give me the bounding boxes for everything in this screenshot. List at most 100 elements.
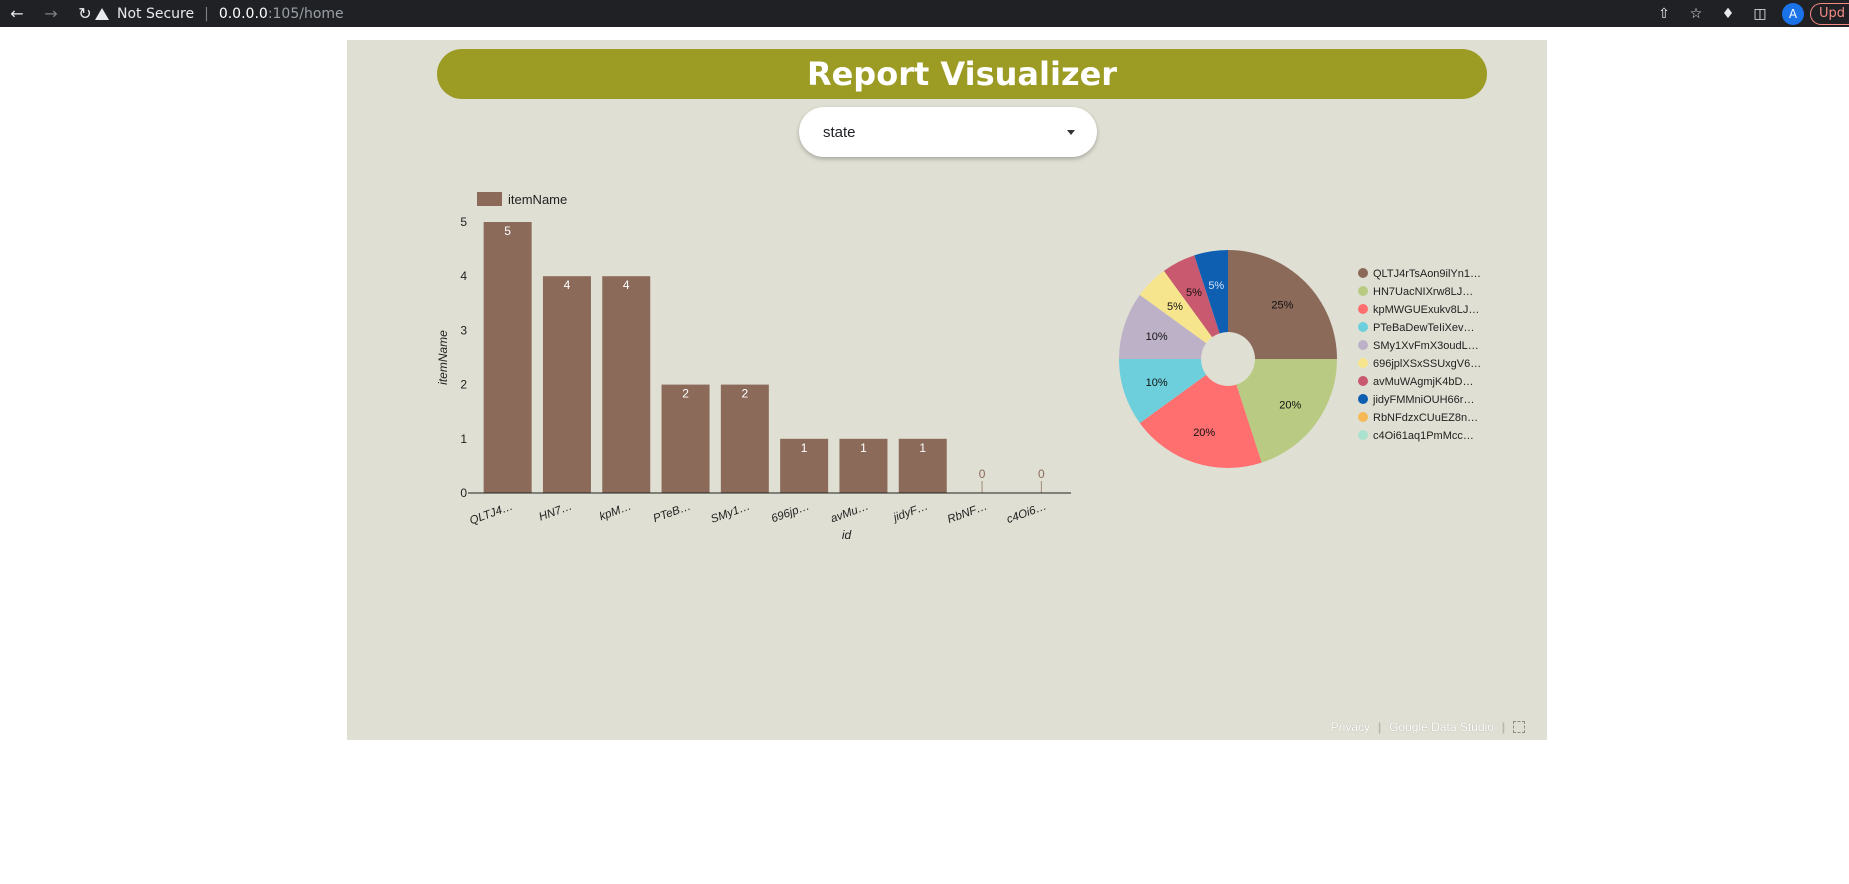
pie-legend-swatch [1358, 358, 1368, 368]
bar [602, 276, 651, 493]
pie-pct-label: 20% [1193, 427, 1215, 439]
pie-legend-swatch [1358, 322, 1368, 332]
bar [483, 222, 532, 493]
y-axis-label: itemName [436, 330, 450, 385]
pie-legend-label: avMuWAgmjK4bD… [1373, 376, 1473, 388]
x-tick-label: SMy1… [709, 501, 752, 526]
address-bar[interactable]: Not Secure | 0.0.0.0:105/home [95, 2, 1705, 25]
update-button[interactable]: Upd [1810, 2, 1849, 25]
footer-divider: | [1378, 720, 1382, 734]
pie-legend-label: c4Oi61aq1PmMcc… [1373, 430, 1474, 442]
pie-slice [1228, 250, 1337, 359]
pie-legend-label: HN7UacNIXrw8LJ… [1373, 286, 1473, 298]
pie-legend-swatch [1358, 340, 1368, 350]
pie-slice [1139, 270, 1213, 344]
x-axis-label: id [842, 528, 852, 542]
report-title-bar: Report Visualizer [437, 49, 1487, 99]
pie-slice [1163, 255, 1220, 338]
pie-legend-swatch [1358, 412, 1368, 422]
bar-value-label: 1 [860, 441, 867, 455]
bar [661, 384, 710, 493]
bar [898, 438, 947, 493]
share-icon[interactable]: ⇧ [1658, 5, 1670, 22]
y-tick-label: 2 [460, 378, 467, 392]
pie-pct-label: 20% [1279, 399, 1301, 411]
browser-actions: ⇧ ☆ ♦ ◫ A Upd [1648, 0, 1849, 27]
report-title: Report Visualizer [806, 55, 1118, 93]
forward-arrow-icon[interactable]: → [44, 4, 58, 23]
dropdown-value: state [823, 123, 856, 141]
legend-swatch [477, 192, 502, 206]
extensions-icon[interactable]: ♦ [1721, 5, 1735, 22]
x-tick-label: jidyF… [890, 501, 930, 525]
pie-legend-label: jidyFMMniOUH66r… [1372, 394, 1474, 406]
charts-layer: itemName 0 1 2 3 4 5 itemName 5 QLTJ4… 4 HN7… 4 kpM… 2… [436, 192, 1481, 542]
url-path: :105/home [267, 5, 344, 22]
pie-legend-label: RbNFdzxCUuEZ8n… [1373, 412, 1478, 424]
x-tick-label: HN7… [537, 501, 574, 524]
bar [839, 438, 888, 493]
security-label: Not Secure [117, 5, 195, 22]
pie-slice [1119, 294, 1207, 359]
url-host: 0.0.0.0 [218, 5, 268, 22]
x-tick-label: 696jp… [770, 501, 811, 526]
pie-legend-label: 696jplXSxSSUxgV6… [1373, 358, 1481, 370]
bar [780, 438, 829, 493]
warning-icon [95, 7, 109, 20]
bar-value-label: 0 [979, 467, 986, 481]
pie-legend-swatch [1358, 286, 1368, 296]
back-arrow-icon[interactable]: ← [10, 4, 24, 23]
x-tick-label: kpM… [598, 501, 633, 524]
pie-pct-label: 5% [1208, 280, 1224, 292]
x-tick-label: c4Oi6… [1005, 501, 1048, 526]
bar-value-label: 1 [919, 441, 926, 455]
browser-toolbar: ← → ↻ Not Secure | 0.0.0.0:105/home ⇧ ☆ … [0, 0, 1849, 27]
privacy-link[interactable]: Privacy [1330, 720, 1370, 734]
bar-value-label: 2 [742, 387, 749, 401]
dimension-dropdown[interactable]: state [799, 107, 1097, 157]
fullscreen-icon[interactable] [1513, 721, 1525, 733]
legend-label: itemName [508, 192, 567, 207]
y-tick-label: 3 [460, 323, 467, 337]
reload-icon[interactable]: ↻ [78, 4, 92, 23]
x-tick-label: PTeB… [652, 501, 693, 526]
pie-slice [1119, 359, 1207, 424]
pie-pct-label: 5% [1167, 301, 1183, 313]
x-tick-label: avMu… [829, 501, 870, 526]
pie-legend-label: PTeBaDewTeIiXev… [1373, 322, 1475, 334]
pie-legend-swatch [1358, 268, 1368, 278]
bar-value-label: 2 [682, 387, 689, 401]
pie-legend-label: kpMWGUExukv8LJ… [1373, 304, 1479, 316]
bar-value-label: 5 [504, 224, 511, 238]
y-tick-label: 4 [460, 269, 467, 283]
brand-link[interactable]: Google Data Studio [1389, 720, 1494, 734]
bar-value-label: 0 [1038, 467, 1045, 481]
x-tick-label: QLTJ4… [468, 501, 515, 528]
star-icon[interactable]: ☆ [1689, 5, 1703, 22]
pie-legend-label: QLTJ4rTsAon9ilYn1… [1373, 268, 1481, 280]
bar-value-label: 4 [564, 278, 571, 292]
side-panel-icon[interactable]: ◫ [1753, 5, 1767, 22]
y-tick-label: 1 [460, 432, 467, 446]
profile-avatar[interactable]: A [1782, 2, 1804, 25]
pie-legend-swatch [1358, 430, 1368, 440]
caret-down-icon [1067, 130, 1075, 135]
report-footer: Privacy | Google Data Studio | [1331, 718, 1525, 736]
pie-pct-label: 10% [1146, 377, 1168, 389]
pie-pct-label: 25% [1271, 300, 1293, 312]
pie-pct-label: 5% [1186, 287, 1202, 299]
pie-legend-swatch [1358, 376, 1368, 386]
bar [542, 276, 591, 493]
y-tick-label: 0 [460, 486, 467, 500]
pie-slice [1139, 374, 1262, 468]
pie-slice [1236, 359, 1337, 463]
pie-legend-swatch [1358, 394, 1368, 404]
pie-slice [1194, 250, 1228, 334]
bar-value-label: 1 [801, 441, 808, 455]
address-divider: | [204, 5, 209, 22]
pie-legend-swatch [1358, 304, 1368, 314]
report-canvas: Report Visualizer state itemName 0 1 2 3 4 5 it… [347, 40, 1547, 740]
footer-divider: | [1501, 720, 1505, 734]
pie-legend-label: SMy1XvFmX3oudL… [1373, 340, 1479, 352]
x-tick-label: RbNF… [946, 501, 989, 526]
